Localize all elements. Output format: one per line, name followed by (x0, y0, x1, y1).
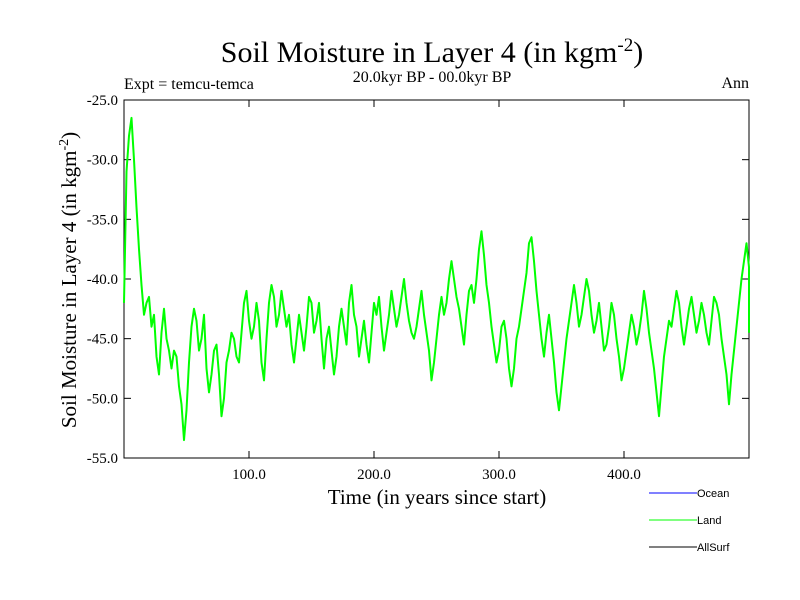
plot-area (123, 99, 750, 459)
y-tick-label: -25.0 (87, 93, 118, 109)
y-axis-label: Soil Moisture in Layer 4 (in kgm-2) (57, 132, 81, 428)
y-axis: -25.0 -30.0 -35.0 -40.0 -45.0 -50.0 -55.0 (87, 93, 749, 467)
x-axis-label: Time (in years since start) (328, 485, 547, 509)
legend-item-land: Land (649, 515, 721, 527)
x-axis: 100.0 200.0 300.0 400.0 (232, 100, 641, 483)
land-series-line (123, 116, 750, 442)
legend-ocean-label: Ocean (697, 488, 729, 500)
y-tick-label: -35.0 (87, 212, 118, 228)
x-tick-label: 100.0 (232, 467, 266, 483)
y-axis-label-sup: -2 (57, 139, 72, 151)
legend-allsurf-label: AllSurf (697, 542, 730, 554)
y-tick-label: -40.0 (87, 272, 118, 288)
season-label: Ann (721, 75, 749, 92)
legend: Ocean Land AllSurf (649, 488, 730, 554)
x-tick-label: 400.0 (607, 467, 641, 483)
y-tick-label: -55.0 (87, 451, 118, 467)
y-axis-label-close: ) (57, 132, 81, 139)
y-tick-label: -50.0 (87, 391, 118, 407)
chart-subtitle: 20.0kyr BP - 00.0kyr BP (353, 69, 512, 86)
legend-item-allsurf: AllSurf (649, 542, 730, 554)
chart-title-sup: -2 (617, 35, 633, 56)
chart-title: Soil Moisture in Layer 4 (in kgm-2) (221, 35, 643, 69)
x-tick-label: 300.0 (482, 467, 516, 483)
experiment-label: Expt = temcu-temca (124, 76, 254, 93)
x-tick-label: 200.0 (357, 467, 391, 483)
y-tick-label: -30.0 (87, 153, 118, 169)
y-tick-label: -45.0 (87, 332, 118, 348)
legend-land-label: Land (697, 515, 721, 527)
legend-item-ocean: Ocean (649, 488, 729, 500)
y-axis-label-main: Soil Moisture in Layer 4 (in kgm (57, 151, 81, 429)
chart-title-main: Soil Moisture in Layer 4 (in kgm (221, 36, 618, 69)
chart-title-close: ) (633, 36, 643, 69)
